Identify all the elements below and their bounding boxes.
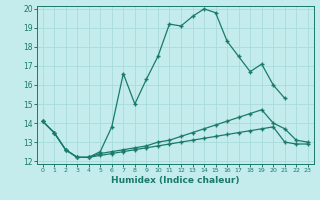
X-axis label: Humidex (Indice chaleur): Humidex (Indice chaleur) — [111, 176, 239, 185]
